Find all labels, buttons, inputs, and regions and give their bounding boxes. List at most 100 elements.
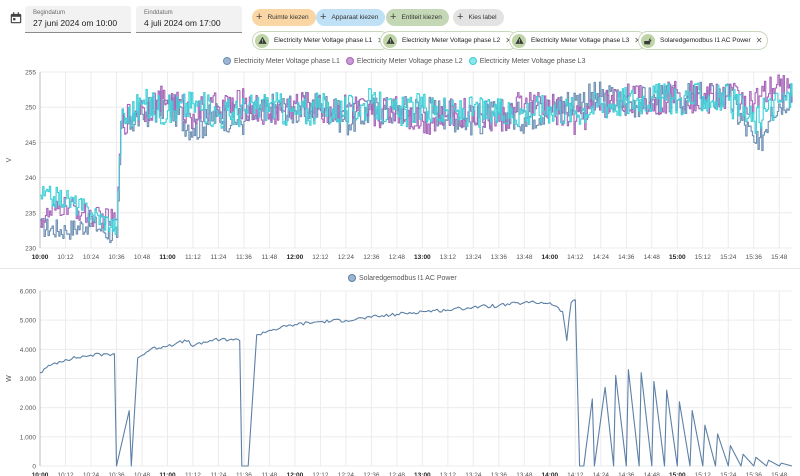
x-tick-label: 11:00 [159, 254, 176, 261]
entity-chip-l3[interactable]: Electricity Meter Voltage phase L3 ✕ [509, 31, 647, 50]
start-date-field[interactable]: Begindatum 27 juni 2024 om 10:00 [25, 6, 131, 33]
voltage-chart[interactable]: 230 235 240 245 250 255 10:00 10:12 10:24 10:36 10… [0, 64, 800, 264]
legend-item-l2[interactable]: Electricity Meter Voltage phase L2 [345, 57, 463, 65]
start-date-value: 27 juni 2024 om 10:00 [33, 18, 118, 28]
choose-label-button[interactable]: + Kies label [453, 9, 504, 26]
power-chart-legend: Solaredgemodbus I1 AC Power [348, 274, 463, 282]
warning-icon [512, 33, 526, 48]
y-tick-label: 0 [32, 464, 36, 471]
x-tick-label: 15:00 [669, 472, 686, 476]
x-tick-label: 12:24 [338, 254, 355, 261]
x-tick-label: 10:48 [134, 472, 151, 476]
x-tick-label: 13:24 [465, 254, 482, 261]
x-tick-label: 14:24 [593, 472, 610, 476]
entity-chip-label: Electricity Meter Voltage phase L2 [402, 37, 501, 44]
legend-label: Electricity Meter Voltage phase L2 [356, 57, 463, 65]
choose-area-button[interactable]: + Ruimte kiezen [252, 9, 316, 26]
legend-item-l1[interactable]: Electricity Meter Voltage phase L1 [223, 57, 340, 65]
x-tick-label: 13:24 [465, 472, 482, 476]
entity-chip-l2[interactable]: Electricity Meter Voltage phase L2 ✕ [380, 31, 518, 50]
plus-icon: + [457, 11, 464, 23]
x-tick-label: 11:00 [159, 472, 176, 476]
x-tick-label: 12:00 [287, 472, 304, 476]
x-tick-label: 13:12 [440, 254, 457, 261]
y-tick-label: 245 [25, 140, 36, 147]
choose-entity-button[interactable]: + Entiteit kiezen [386, 9, 449, 26]
x-tick-label: 15:12 [695, 472, 712, 476]
x-tick-label: 12:36 [363, 472, 380, 476]
y-tick-label: 6.000 [20, 289, 37, 296]
choose-device-button[interactable]: + Apparaat kiezen [316, 9, 386, 26]
y-tick-label: 255 [25, 70, 36, 77]
x-tick-label: 11:24 [211, 254, 227, 261]
x-tick-label: 10:36 [108, 254, 125, 261]
x-tick-label: 10:48 [134, 254, 151, 261]
solar-power-icon [641, 33, 655, 48]
legend-item-l3[interactable]: Electricity Meter Voltage phase L3 [468, 57, 586, 65]
legend-item-power[interactable]: Solaredgemodbus I1 AC Power [348, 274, 457, 282]
y-tick-label: 250 [25, 105, 36, 112]
end-date-field[interactable]: Einddatum 4 juli 2024 om 17:00 [136, 6, 242, 33]
x-tick-label: 13:00 [414, 472, 431, 476]
x-tick-label: 12:00 [287, 254, 304, 261]
x-tick-label: 14:12 [567, 472, 584, 476]
choose-device-label: Apparaat kiezen [331, 14, 379, 21]
x-tick-label: 13:12 [440, 472, 457, 476]
plus-icon: + [256, 11, 263, 23]
y-tick-label: 3.000 [20, 376, 37, 383]
series-line-1 [39, 299, 793, 467]
x-tick-label: 14:00 [542, 254, 559, 261]
x-tick-label: 10:00 [32, 472, 49, 476]
x-tick-label: 11:12 [185, 254, 201, 261]
y-tick-label: 5.000 [20, 318, 37, 325]
close-icon[interactable]: ✕ [755, 36, 763, 45]
close-icon[interactable]: ✕ [505, 36, 512, 45]
warning-icon [255, 33, 269, 48]
warning-icon [383, 33, 397, 48]
x-tick-label: 13:48 [516, 254, 533, 261]
x-tick-label: 10:12 [57, 472, 74, 476]
x-tick-label: 15:12 [695, 254, 712, 261]
choose-entity-label: Entiteit kiezen [401, 14, 442, 21]
plus-icon: + [320, 11, 327, 23]
legend-label: Electricity Meter Voltage phase L1 [234, 57, 340, 65]
y-tick-label: 1.000 [20, 434, 37, 441]
series-line-2 [40, 74, 793, 229]
x-tick-label: 11:24 [211, 472, 227, 476]
entity-chip-l1[interactable]: Electricity Meter Voltage phase L1 ✕ [252, 31, 390, 50]
legend-label: Solaredgemodbus I1 AC Power [359, 274, 457, 282]
power-chart[interactable]: 0 1.000 2.000 3.000 4.000 5.000 6.000 10:00 10:1… [0, 286, 800, 476]
close-icon[interactable]: ✕ [634, 36, 641, 45]
y-tick-label: 230 [25, 246, 36, 253]
y-tick-label: 235 [25, 210, 36, 217]
x-tick-label: 15:36 [746, 254, 763, 261]
x-tick-label: 14:36 [618, 472, 635, 476]
entity-chip-power[interactable]: Solaredgemodbus I1 AC Power ✕ [638, 31, 769, 50]
x-tick-label: 14:48 [644, 472, 661, 476]
x-tick-label: 10:24 [83, 472, 100, 476]
series-line-3 [40, 82, 793, 235]
y-axis-label: V [6, 157, 13, 162]
y-tick-label: 240 [25, 175, 36, 182]
x-tick-label: 10:36 [108, 472, 125, 476]
end-date-value: 4 juli 2024 om 17:00 [144, 18, 221, 28]
choose-label-label: Kies label [468, 14, 497, 21]
plus-icon: + [390, 11, 397, 23]
x-tick-label: 11:36 [236, 254, 252, 261]
x-tick-label: 13:00 [414, 254, 431, 261]
voltage-chart-legend: Electricity Meter Voltage phase L1 Elect… [223, 57, 592, 65]
x-tick-label: 14:12 [567, 254, 584, 261]
chart-divider [0, 268, 800, 269]
x-tick-label: 12:24 [338, 472, 355, 476]
x-tick-label: 15:48 [771, 254, 788, 261]
x-tick-label: 13:48 [516, 472, 533, 476]
calendar-icon[interactable] [9, 11, 23, 25]
x-tick-label: 12:48 [389, 254, 406, 261]
legend-label: Electricity Meter Voltage phase L3 [479, 57, 586, 65]
entity-chip-label: Electricity Meter Voltage phase L3 [531, 37, 630, 44]
entity-chip-label: Solaredgemodbus I1 AC Power [660, 37, 751, 44]
y-tick-label: 4.000 [20, 347, 37, 354]
x-tick-label: 10:12 [57, 254, 74, 261]
x-tick-label: 14:24 [593, 254, 610, 261]
x-tick-label: 14:36 [618, 254, 635, 261]
